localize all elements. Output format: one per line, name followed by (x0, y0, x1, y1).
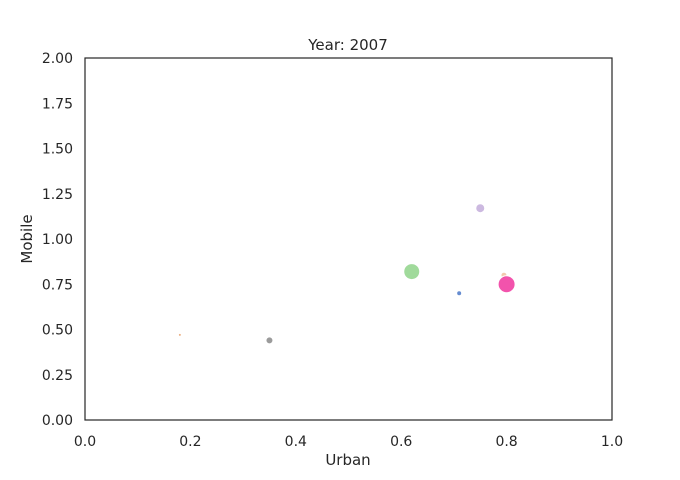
data-point (177, 332, 182, 337)
y-tick-label: 1.75 (42, 96, 73, 112)
x-tick-label: 0.0 (74, 434, 96, 450)
data-point (403, 263, 421, 281)
data-point (475, 203, 486, 214)
y-axis-label: Mobile (18, 214, 36, 263)
data-point (265, 336, 274, 345)
plot-area (177, 203, 516, 345)
x-axis-ticks: 0.0 0.2 0.4 0.6 0.8 1.0 (74, 434, 623, 450)
y-tick-label: 0.75 (42, 277, 73, 293)
y-tick-label: 0.50 (42, 323, 73, 339)
x-tick-label: 0.4 (285, 434, 307, 450)
y-tick-label: 2.00 (42, 51, 73, 67)
data-point (456, 290, 463, 297)
y-tick-label: 1.50 (42, 142, 73, 158)
y-tick-label: 1.25 (42, 187, 73, 203)
y-tick-label: 0.25 (42, 368, 73, 384)
x-tick-label: 0.2 (179, 434, 201, 450)
data-point (497, 275, 516, 294)
x-tick-label: 1.0 (601, 434, 623, 450)
y-tick-label: 1.00 (42, 232, 73, 248)
chart-title: Year: 2007 (307, 36, 388, 54)
x-tick-label: 0.6 (390, 434, 412, 450)
x-axis-label: Urban (325, 451, 370, 469)
plot-frame (84, 57, 613, 421)
y-axis-ticks: 0.00 0.25 0.50 0.75 1.00 1.25 1.50 1.75 2.00 (42, 51, 73, 429)
x-tick-label: 0.8 (495, 434, 517, 450)
y-tick-label: 0.00 (42, 413, 73, 429)
